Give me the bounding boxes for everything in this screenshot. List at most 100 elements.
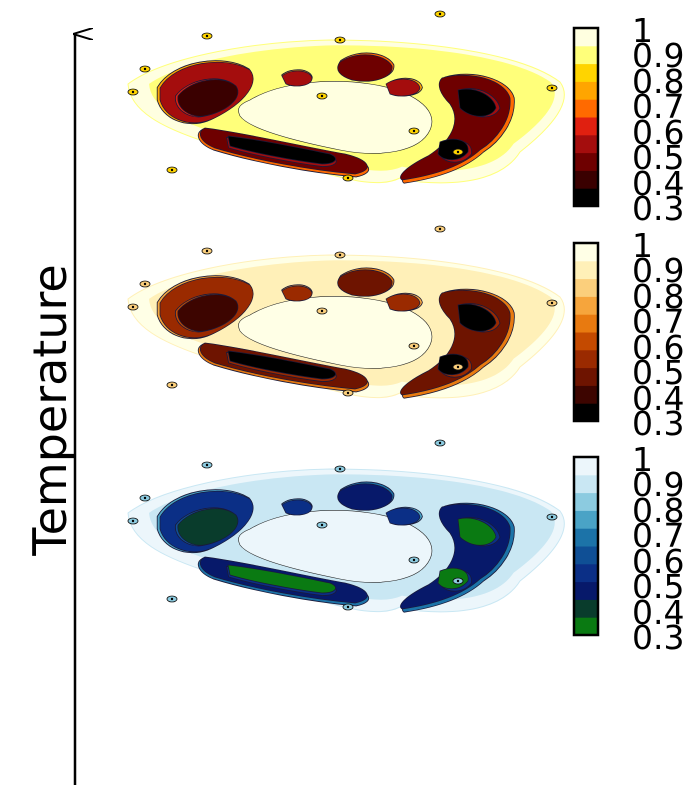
colorbar-band	[574, 403, 598, 422]
colorbar-tick-label: 1	[632, 11, 653, 50]
colorbar-band	[574, 528, 598, 547]
colorbar-band	[574, 546, 598, 565]
colorbar-tick-label: 0.5	[632, 353, 685, 393]
isolated-contour-center	[143, 67, 147, 71]
colorbar-tick-label: 0.4	[632, 378, 685, 418]
density-hotspot	[337, 54, 393, 82]
heatmap-panel-afmhot	[127, 225, 565, 399]
isolated-contour-center	[320, 523, 324, 527]
colorbar-band	[574, 599, 598, 618]
colorbar-tick-label: 0.8	[632, 61, 685, 101]
colorbar-band	[574, 457, 598, 476]
colorbar-tick-label: 0.9	[632, 251, 685, 291]
isolated-contour-center	[456, 150, 460, 154]
isolated-contour-center	[338, 467, 342, 471]
colorbar-tick-label: 0.9	[632, 465, 685, 505]
colorbar-tick-label: 0.3	[632, 618, 685, 657]
density-hotspot	[385, 293, 421, 312]
isolated-contour-center	[438, 441, 442, 445]
isolated-contour-center	[131, 305, 135, 309]
isolated-contour-center	[456, 579, 460, 583]
colorbar-band	[574, 314, 598, 333]
colorbar-band	[574, 563, 598, 583]
density-hotspot	[457, 303, 497, 332]
colorbar-tick-label: 0.6	[632, 541, 685, 581]
colorbar-band	[574, 99, 598, 118]
colorbar-tick-label: 0.5	[632, 567, 685, 607]
isolated-contour-center	[438, 227, 442, 231]
colorbar-tick-label: 0.7	[632, 87, 685, 127]
colorbar-band	[574, 492, 598, 511]
colorbar-tick-label: 0.4	[632, 592, 685, 632]
isolated-contour-center	[412, 344, 416, 348]
colorbar-tick-label: 1	[632, 226, 653, 265]
density-hotspot	[177, 79, 239, 117]
density-hotspot	[385, 507, 421, 526]
isolated-contour-center	[346, 605, 350, 609]
isolated-contour-center	[131, 90, 135, 94]
isolated-contour-center	[412, 129, 416, 133]
colorbar-tick-label: 0.3	[632, 189, 685, 228]
colorbar-band	[574, 260, 598, 280]
isolated-contour-center	[346, 176, 350, 180]
heatmap-panel-hot	[127, 10, 565, 184]
isolated-contour-center	[338, 253, 342, 257]
colorbar-band	[574, 63, 598, 82]
density-hotspot	[281, 70, 313, 87]
colorbar-blues	[572, 455, 600, 637]
density-hotspot	[281, 285, 313, 302]
isolated-contour-center	[320, 94, 324, 98]
colorbar-tick-label: 0.7	[632, 302, 685, 342]
isolated-contour-center	[170, 383, 174, 387]
colorbar-band	[574, 188, 598, 207]
isolated-contour-center	[205, 34, 209, 38]
colorbar-band	[574, 367, 598, 386]
isolated-contour-center	[456, 365, 460, 369]
isolated-contour-center	[205, 249, 209, 253]
colorbar-band	[574, 81, 598, 100]
density-hotspot	[457, 88, 497, 117]
colorbar-band	[574, 28, 598, 47]
density-hole	[238, 296, 433, 369]
isolated-contour-center	[550, 515, 554, 519]
colorbar-band	[574, 117, 598, 136]
isolated-contour-center	[170, 597, 174, 601]
colorbar-frame	[572, 455, 600, 637]
colorbar-band	[574, 349, 598, 369]
colorbar-tick-label: 0.5	[632, 138, 685, 178]
isolated-contour-center	[550, 301, 554, 305]
isolated-contour-center	[143, 282, 147, 286]
colorbar-tick-label: 0.6	[632, 327, 685, 367]
isolated-contour-center	[320, 309, 324, 313]
isolated-contour-center	[143, 496, 147, 500]
isolated-contour-center	[550, 86, 554, 90]
density-hotspot	[227, 350, 336, 380]
colorbar-band	[574, 510, 598, 529]
density-hotspot	[337, 269, 393, 297]
density-hotspot	[457, 517, 497, 546]
density-hotspot	[227, 564, 336, 594]
density-hotspot	[177, 508, 239, 546]
colorbar-band	[574, 45, 598, 65]
colorbar-tick-label: 0.8	[632, 276, 685, 316]
density-hole	[238, 510, 433, 583]
colorbar-afmhot	[572, 241, 600, 423]
colorbar-band	[574, 385, 598, 404]
density-hotspot	[177, 294, 239, 332]
colorbar-band	[574, 152, 598, 171]
density-hole	[238, 81, 433, 154]
axis-label: Temperature	[23, 264, 77, 556]
colorbar-band	[574, 278, 598, 297]
isolated-contour-center	[346, 391, 350, 395]
colorbar-band	[574, 243, 598, 262]
isolated-contour-center	[170, 168, 174, 172]
colorbar-tick-label: 0.9	[632, 36, 685, 76]
colorbar-tick-label: 1	[632, 440, 653, 479]
colorbar-band	[574, 134, 598, 154]
density-hotspot	[281, 499, 313, 516]
isolated-contour-center	[131, 519, 135, 523]
colorbar-hot	[572, 26, 600, 208]
colorbar-tick-label: 0.6	[632, 112, 685, 152]
colorbar-tick-label: 0.3	[632, 404, 685, 443]
